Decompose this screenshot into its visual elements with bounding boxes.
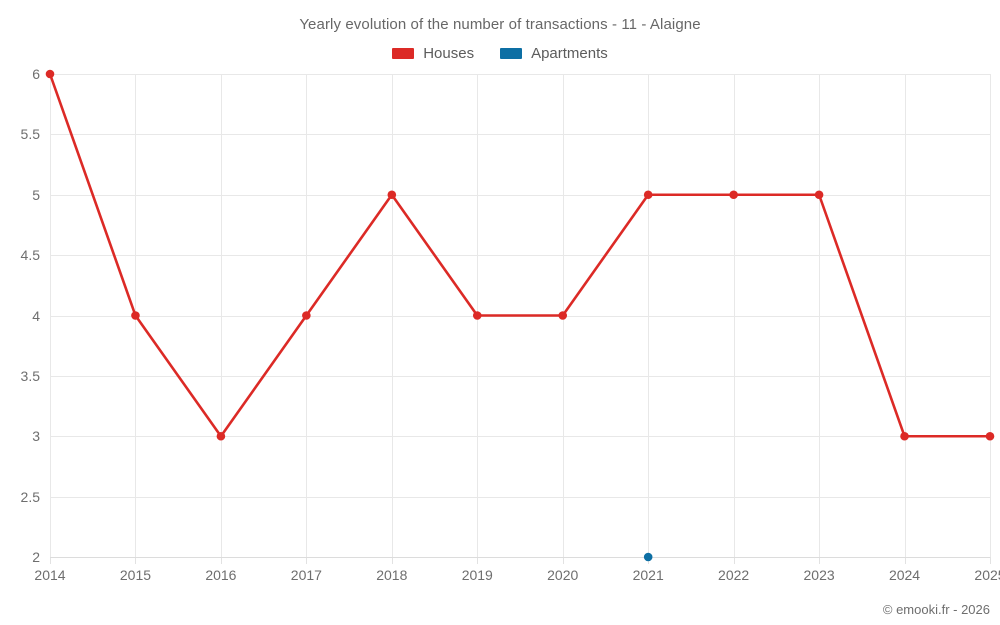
chart-title: Yearly evolution of the number of transa…: [299, 16, 701, 33]
x-axis-tick: [391, 557, 393, 564]
legend-swatch-apartments: [500, 48, 523, 59]
x-axis-line: [50, 557, 990, 558]
x-axis-tick-label: 2017: [290, 567, 322, 583]
y-axis-tick-label: 4: [32, 307, 40, 324]
legend-label-apartments: Apartments: [531, 45, 608, 62]
chart-legend: Houses Apartments: [0, 45, 1000, 62]
gridline-vertical: [648, 74, 650, 557]
series-layer: [45, 69, 995, 562]
data-point-houses[interactable]: [216, 431, 226, 441]
y-axis-labels: 2 2.5 3 3.5 4 4.5 5 5.5 6: [0, 66, 40, 565]
gridline-vertical: [391, 74, 393, 557]
gridline-horizontal: [50, 255, 990, 257]
data-point-houses[interactable]: [302, 311, 311, 320]
gridline-vertical: [50, 74, 51, 557]
x-axis-tick-label: 2015: [119, 567, 152, 583]
legend-item-apartments[interactable]: Apartments: [500, 45, 608, 62]
x-axis-tick-label: 2024: [888, 567, 921, 583]
gridline-horizontal: [50, 436, 990, 438]
x-axis-tick-label: 2021: [632, 567, 664, 583]
x-axis-tick: [990, 557, 991, 564]
legend-item-houses[interactable]: Houses: [392, 45, 474, 62]
gridline-horizontal: [50, 74, 990, 75]
x-axis-tick: [904, 557, 906, 564]
y-axis-tick-label: 5: [32, 186, 40, 203]
y-axis-tick-label: 3.5: [20, 367, 40, 384]
y-axis-tick-label: 2: [32, 549, 40, 565]
x-axis-tick: [477, 557, 479, 564]
data-point-houses[interactable]: [729, 190, 738, 200]
gridline-horizontal: [50, 375, 990, 377]
data-point-houses[interactable]: [814, 190, 824, 200]
x-axis-tick-label: 2014: [34, 567, 66, 583]
legend-swatch-houses: [392, 48, 415, 59]
plot-area: [45, 69, 995, 564]
gridline-vertical: [990, 74, 991, 557]
gridline-vertical: [220, 74, 222, 557]
data-point-houses[interactable]: [472, 311, 482, 320]
data-point-houses[interactable]: [985, 431, 995, 441]
x-axis-tick-label: 2020: [547, 567, 579, 583]
gridline-vertical: [733, 74, 735, 557]
x-axis-tick: [50, 557, 51, 564]
data-point-houses[interactable]: [900, 431, 909, 441]
x-axis-tick: [306, 557, 308, 564]
data-point-houses[interactable]: [387, 190, 397, 200]
data-point-houses[interactable]: [45, 69, 55, 79]
gridline-horizontal: [50, 194, 990, 196]
y-axis-tick-label: 6: [32, 66, 40, 82]
x-axis-tick: [135, 557, 137, 564]
x-axis-tick: [220, 557, 222, 564]
gridline-horizontal: [50, 496, 990, 498]
x-axis-tick-label: 2018: [376, 567, 408, 583]
x-axis-tick: [733, 557, 735, 564]
gridline-vertical: [904, 74, 906, 557]
x-axis-tick-label: 2016: [205, 567, 237, 583]
series-line-houses: [48, 72, 992, 438]
x-axis-tick-label: 2025: [974, 567, 1000, 583]
x-axis-tick: [819, 557, 821, 564]
y-axis-tick-label: 5.5: [20, 126, 40, 143]
data-point-houses[interactable]: [131, 311, 140, 320]
x-axis-tick-label: 2022: [718, 567, 750, 583]
y-axis-tick-label: 3: [32, 428, 40, 445]
gridline-vertical: [819, 74, 821, 557]
y-axis-tick-label: 2.5: [20, 488, 40, 505]
x-axis-tick-label: 2019: [461, 567, 493, 583]
footer-credit: © emooki.fr - 2026: [882, 602, 990, 617]
data-point-houses[interactable]: [558, 311, 568, 320]
gridline-horizontal: [50, 134, 990, 136]
data-point-apartments[interactable]: [643, 552, 653, 562]
y-axis-tick-label: 4.5: [20, 247, 40, 264]
data-point-houses[interactable]: [643, 190, 653, 200]
x-axis-tick: [562, 557, 564, 564]
x-axis-tick-label: 2023: [803, 567, 835, 583]
legend-label-houses: Houses: [423, 45, 475, 62]
